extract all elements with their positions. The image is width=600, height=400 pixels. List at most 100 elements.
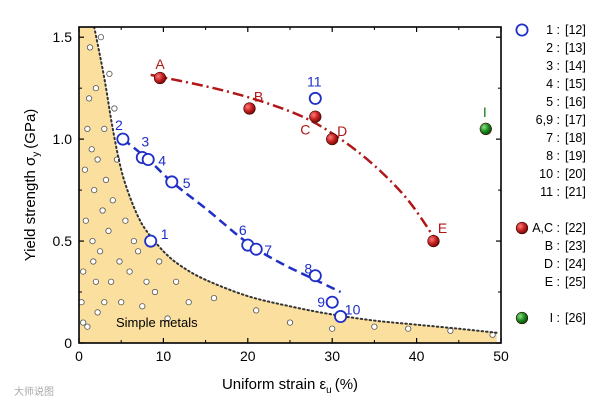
point-label-9: 9 <box>317 294 325 310</box>
point-marker-I <box>479 122 492 135</box>
legend-key: 8 : <box>546 149 560 163</box>
legend-ref: [12] <box>565 23 586 37</box>
simple-metal-point <box>94 309 101 316</box>
simple-metal-point <box>82 217 89 224</box>
legend-key: 1 : <box>546 23 560 37</box>
simple-metal-point <box>130 238 137 245</box>
simple-metal-point <box>80 268 87 275</box>
simple-metal-point <box>116 258 123 265</box>
point-label-B: B <box>254 89 263 105</box>
legend-marker-filled <box>515 221 529 235</box>
simple-metal-point <box>108 278 115 285</box>
legend-ref: [22] <box>565 221 586 235</box>
point-label-D: D <box>337 123 347 139</box>
legend-ref: [25] <box>565 275 586 289</box>
point-marker-D <box>326 133 339 146</box>
simple-metal-point <box>151 288 159 296</box>
x-tick-label: 10 <box>156 348 172 364</box>
point-marker-C <box>309 110 322 123</box>
legend-ref: [26] <box>565 311 586 325</box>
legend-key: 10 : <box>539 167 560 181</box>
y-tick-label: 0 <box>64 335 72 351</box>
point-label-6: 6 <box>239 222 247 238</box>
y-tick-label: 1.0 <box>53 131 73 147</box>
simple-metal-point <box>329 325 336 332</box>
watermark: 大师说图 <box>14 385 54 398</box>
legend-key: 4 : <box>546 77 560 91</box>
legend-ref: [19] <box>565 149 586 163</box>
simple-metal-point <box>253 307 260 314</box>
point-label-5: 5 <box>183 175 191 191</box>
y-axis-title: Yield strength σy(GPa) <box>22 109 42 262</box>
simple-metal-point <box>173 278 180 285</box>
legend-marker-open <box>515 23 529 37</box>
point-label-3: 3 <box>141 134 149 150</box>
legend-ref: [21] <box>565 185 586 199</box>
simple-metals-region <box>79 27 497 343</box>
legend-key: 5 : <box>546 95 560 109</box>
simple-metal-point <box>118 299 125 306</box>
simple-metal-point <box>139 303 146 310</box>
point-marker-A <box>153 71 167 85</box>
point-label-A: A <box>155 56 165 72</box>
simple-metal-point <box>97 34 105 41</box>
legend-ref: [24] <box>565 257 586 271</box>
simple-metal-point <box>164 315 171 322</box>
legend-ref: [18] <box>565 131 586 145</box>
point-label-I: I <box>483 104 487 120</box>
y-tick-label: 0.5 <box>53 233 73 249</box>
legend-key: I : <box>550 311 560 325</box>
simple-metal-point <box>135 248 142 255</box>
simple-metal-point <box>143 278 150 285</box>
simple-metal-point <box>105 227 112 234</box>
point-labels: 1 2 34 5 6 7 8 9 10 11 A B C D E I <box>115 56 487 318</box>
legend-ref: [20] <box>565 167 586 181</box>
legend-key: 6,9 : <box>536 113 560 127</box>
legend-key: 11 : <box>540 185 560 199</box>
x-tick-label: 30 <box>324 348 340 364</box>
simple-metal-point <box>371 323 378 330</box>
simple-metal-point <box>156 258 163 265</box>
simple-metal-point <box>286 319 294 326</box>
legend-key: D : <box>544 257 560 271</box>
simple-metal-point <box>99 207 106 214</box>
legend-key: 7 : <box>546 131 560 145</box>
simple-metal-point <box>86 95 93 102</box>
point-marker-5 <box>165 175 179 189</box>
point-label-11: 11 <box>307 73 322 89</box>
simple-metal-point <box>101 299 108 306</box>
point-marker-1 <box>144 234 158 248</box>
x-tick-label: 20 <box>240 348 256 364</box>
point-label-E: E <box>438 220 447 236</box>
simple-metal-point <box>109 197 116 204</box>
point-label-4: 4 <box>158 153 166 169</box>
simple-metal-point <box>405 325 412 332</box>
point-label-8: 8 <box>304 261 312 277</box>
simple-metal-point <box>185 299 192 306</box>
point-label-7: 7 <box>264 242 272 258</box>
simple-metal-point <box>84 125 91 132</box>
simple-metal-point <box>111 105 118 112</box>
legend-key: A,C : <box>532 221 560 235</box>
simple-metal-point <box>126 268 133 275</box>
simple-metal-point <box>122 217 129 224</box>
point-marker-10 <box>334 309 348 323</box>
legend-key: 3 : <box>546 59 560 73</box>
simple-metal-point <box>79 299 85 306</box>
red-trend-line <box>150 73 439 244</box>
simple-metal-point <box>92 278 100 285</box>
axis-ticks: 0 10 20 30 40 50 0 0.5 1.0 1.5 <box>53 27 509 364</box>
point-marker-E <box>427 235 440 248</box>
x-tick-label: 50 <box>493 348 509 364</box>
legend-key: 2 : <box>546 41 560 55</box>
point-marker-B <box>243 102 256 115</box>
x-tick-label: 0 <box>75 348 83 364</box>
point-marker-7 <box>249 242 263 256</box>
legend-ref: [14] <box>565 59 586 73</box>
plot-area <box>79 27 498 343</box>
simple-metal-point <box>92 85 100 92</box>
simple-metal-point <box>102 176 110 183</box>
legend-key: B : <box>545 239 560 253</box>
point-marker-9 <box>325 295 339 309</box>
simple-metal-point <box>210 294 218 302</box>
